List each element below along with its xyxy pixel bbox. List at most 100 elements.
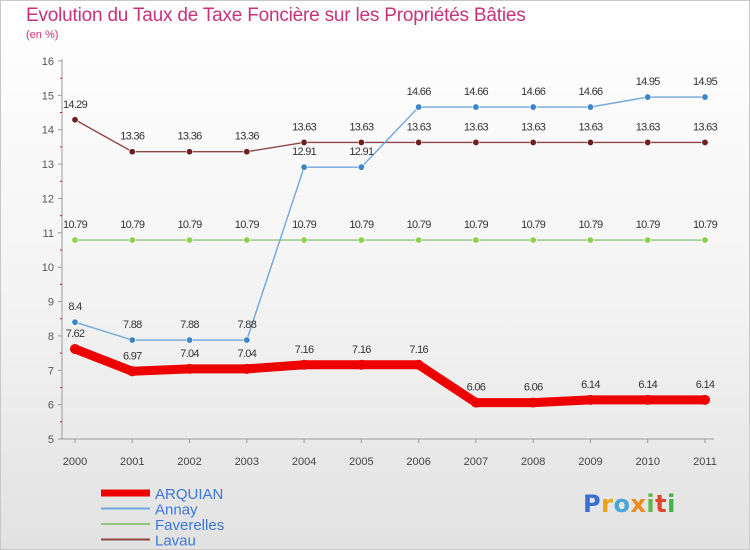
- data-label-faverelles: 10.79: [292, 219, 317, 231]
- data-point-faverelles: [415, 236, 423, 244]
- data-label-lavau: 14.29: [63, 99, 88, 111]
- data-point-faverelles: [128, 236, 136, 244]
- data-point-faverelles: [186, 236, 194, 244]
- data-point-annay: [300, 163, 308, 171]
- x-tick-label: 2000: [63, 456, 87, 468]
- y-tick-label: 14: [42, 125, 54, 137]
- data-point-faverelles: [644, 236, 652, 244]
- data-label-annay: 12.91: [292, 146, 317, 158]
- data-point-arquian: [642, 394, 653, 405]
- data-point-annay: [128, 336, 136, 344]
- data-point-arquian: [470, 397, 481, 408]
- data-label-faverelles: 10.79: [521, 219, 546, 231]
- data-point-annay: [415, 103, 423, 111]
- y-tick-label: 8: [48, 331, 54, 343]
- data-point-lavau: [472, 138, 480, 146]
- data-label-arquian: 6.14: [581, 379, 600, 391]
- data-point-arquian: [184, 363, 195, 374]
- data-point-arquian: [127, 366, 138, 377]
- data-label-arquian: 6.97: [123, 350, 142, 362]
- data-label-annay: 8.4: [68, 301, 82, 313]
- x-tick-label: 2004: [292, 456, 316, 468]
- data-label-faverelles: 10.79: [578, 219, 603, 231]
- data-label-faverelles: 10.79: [63, 219, 88, 231]
- data-point-lavau: [300, 138, 308, 146]
- data-label-faverelles: 10.79: [407, 219, 432, 231]
- data-point-lavau: [415, 138, 423, 146]
- y-tick-label: 15: [42, 90, 54, 102]
- data-point-faverelles: [701, 236, 709, 244]
- data-label-arquian: 7.04: [180, 348, 199, 360]
- data-label-annay: 14.66: [578, 86, 603, 98]
- x-tick-label: 2003: [235, 456, 259, 468]
- x-tick-label: 2011: [693, 456, 717, 468]
- x-tick-label: 2007: [464, 456, 488, 468]
- data-label-annay: 12.91: [349, 146, 374, 158]
- data-point-arquian: [356, 359, 367, 370]
- data-point-faverelles: [357, 236, 365, 244]
- data-point-annay: [644, 93, 652, 101]
- data-label-annay: 7.88: [180, 319, 199, 331]
- data-point-annay: [71, 318, 79, 326]
- data-label-faverelles: 10.79: [636, 219, 661, 231]
- data-label-arquian: 6.06: [467, 382, 486, 394]
- data-point-annay: [701, 93, 709, 101]
- legend-label-arquian: ARQUIAN: [155, 486, 223, 503]
- y-tick-label: 6: [48, 400, 54, 412]
- data-label-annay: 7.88: [123, 319, 142, 331]
- data-point-arquian: [70, 343, 80, 354]
- legend-label-faverelles: Faverelles: [155, 517, 224, 534]
- data-label-faverelles: 10.79: [349, 219, 374, 231]
- x-tick-label: 2002: [177, 456, 201, 468]
- data-point-annay: [472, 103, 480, 111]
- data-label-faverelles: 10.79: [120, 219, 145, 231]
- chart-unit-label: (en %): [26, 29, 59, 41]
- data-label-arquian: 7.16: [352, 344, 371, 356]
- data-label-faverelles: 10.79: [235, 219, 260, 231]
- y-tick-label: 10: [42, 262, 54, 274]
- data-point-arquian: [299, 359, 310, 370]
- data-point-lavau: [586, 138, 594, 146]
- data-point-arquian: [700, 394, 710, 405]
- data-point-faverelles: [300, 236, 308, 244]
- data-point-arquian: [241, 363, 252, 374]
- series-line-lavau: [74, 119, 706, 153]
- data-point-arquian: [413, 359, 424, 370]
- data-label-annay: 14.95: [693, 76, 718, 88]
- x-tick-label: 2001: [120, 456, 144, 468]
- data-label-arquian: 7.16: [409, 344, 428, 356]
- data-label-lavau: 13.63: [349, 121, 374, 133]
- series-line-arquian: [70, 344, 710, 408]
- x-tick-label: 2008: [521, 456, 545, 468]
- data-point-arquian: [585, 394, 596, 405]
- data-point-annay: [186, 336, 194, 344]
- data-label-arquian: 7.16: [295, 344, 314, 356]
- data-point-lavau: [71, 116, 79, 124]
- proxiti-logo: Proxiti: [583, 490, 676, 518]
- x-tick-label: 2009: [578, 456, 602, 468]
- data-label-lavau: 13.63: [693, 121, 718, 133]
- data-point-lavau: [243, 148, 251, 156]
- data-point-annay: [357, 163, 365, 171]
- data-label-faverelles: 10.79: [693, 219, 718, 231]
- data-point-lavau: [529, 138, 537, 146]
- x-tick-label: 2005: [349, 456, 373, 468]
- data-label-arquian: 7.04: [238, 348, 257, 360]
- y-tick-label: 9: [48, 297, 54, 309]
- data-point-arquian: [528, 397, 539, 408]
- data-point-lavau: [644, 138, 652, 146]
- data-label-lavau: 13.63: [578, 121, 603, 133]
- data-point-faverelles: [529, 236, 537, 244]
- data-label-lavau: 13.36: [178, 131, 203, 143]
- y-tick-label: 12: [42, 193, 54, 205]
- data-label-arquian: 6.14: [638, 379, 657, 391]
- chart-title: Evolution du Taux de Taxe Foncière sur l…: [26, 5, 526, 26]
- data-point-lavau: [701, 138, 709, 146]
- data-label-lavau: 13.63: [464, 121, 489, 133]
- series-line-annay: [74, 96, 706, 341]
- data-label-annay: 14.66: [464, 86, 489, 98]
- data-label-arquian: 6.06: [524, 382, 543, 394]
- data-label-lavau: 13.63: [636, 121, 661, 133]
